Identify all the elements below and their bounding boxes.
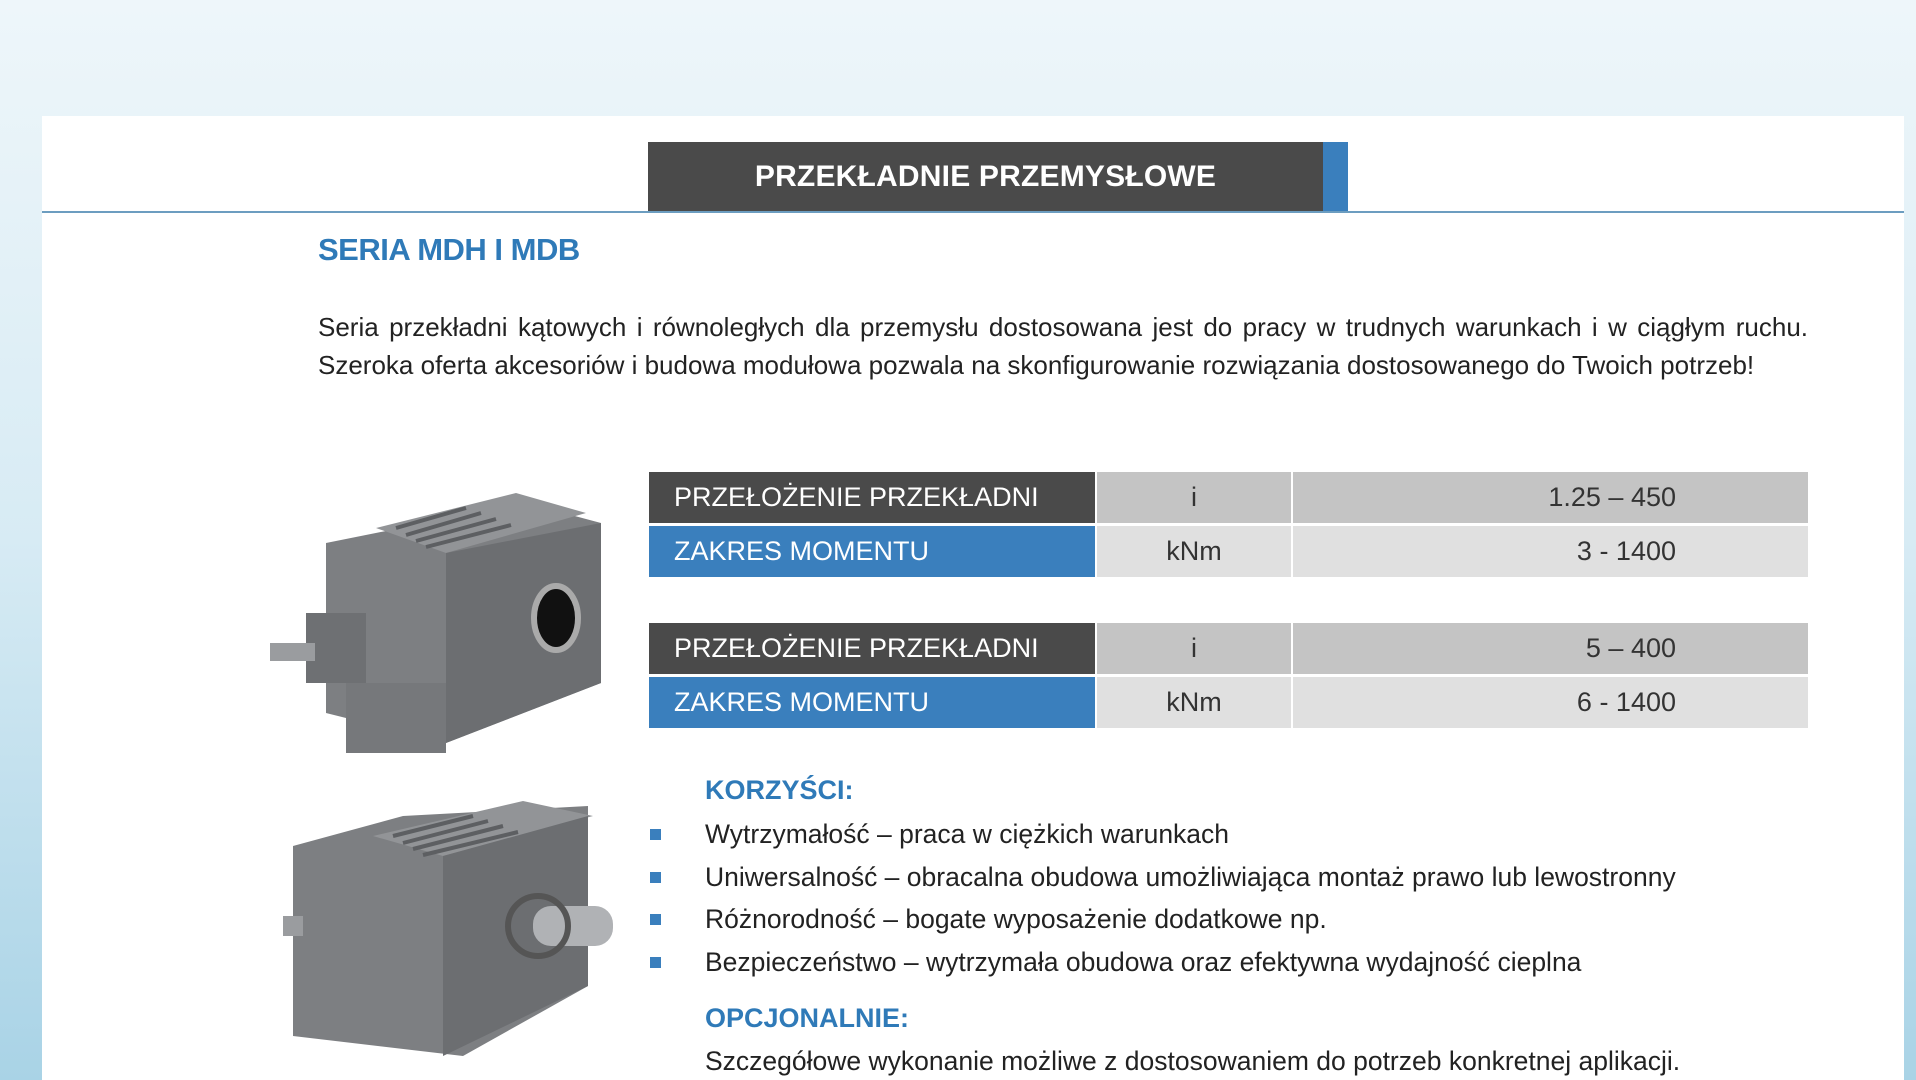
spec-table-1: PRZEŁOŻENIE PRZEKŁADNI i 1.25 – 450 ZAKRES… xyxy=(649,472,1808,580)
gearbox-image-2 xyxy=(283,801,613,1056)
page-header: PRZEKŁADNIE PRZEMYSŁOWE xyxy=(648,142,1323,212)
header-divider xyxy=(42,211,1904,213)
list-item-text: Bezpieczeństwo – wytrzymała obudowa oraz… xyxy=(705,947,1582,977)
row-unit: i xyxy=(1097,623,1291,674)
row-label: PRZEŁOŻENIE PRZEKŁADNI xyxy=(649,472,1095,523)
list-item-text: Uniwersalność – obracalna obudowa umożli… xyxy=(705,862,1676,892)
list-item: Wytrzymałość – praca w ciężkich warunkac… xyxy=(650,819,1229,850)
list-item: Bezpieczeństwo – wytrzymała obudowa oraz… xyxy=(650,947,1581,978)
row-value: 6 - 1400 xyxy=(1293,677,1808,728)
header-accent-strip xyxy=(1323,142,1348,212)
section-description: Seria przekładni kątowych i równoległych… xyxy=(318,312,1808,380)
benefits-heading: KORZYŚCI: xyxy=(705,775,854,805)
table-row: ZAKRES MOMENTU kNm 3 - 1400 xyxy=(649,526,1808,577)
table-row: PRZEŁOŻENIE PRZEKŁADNI i 1.25 – 450 xyxy=(649,472,1808,523)
row-value: 1.25 – 450 xyxy=(1293,472,1808,523)
list-item-text: Wytrzymałość – praca w ciężkich warunkac… xyxy=(705,819,1230,849)
optional-text: Szczegółowe wykonanie możliwe z dostosow… xyxy=(705,1046,1681,1076)
list-item: Różnorodność – bogate wyposażenie dodatk… xyxy=(650,904,1327,935)
bullet-icon xyxy=(650,914,661,925)
row-value: 3 - 1400 xyxy=(1293,526,1808,577)
row-unit: kNm xyxy=(1097,526,1291,577)
optional-heading: OPCJONALNIE: xyxy=(705,1003,910,1033)
row-value: 5 – 400 xyxy=(1293,623,1808,674)
row-label: ZAKRES MOMENTU xyxy=(649,526,1095,577)
table-row: ZAKRES MOMENTU kNm 6 - 1400 xyxy=(649,677,1808,728)
row-unit: kNm xyxy=(1097,677,1291,728)
gearbox-image-1 xyxy=(270,493,601,753)
bullet-icon xyxy=(650,957,661,968)
section-title: SERIA MDH I MDB xyxy=(318,232,580,267)
row-label: ZAKRES MOMENTU xyxy=(649,677,1095,728)
list-item-text: Różnorodność – bogate wyposażenie dodatk… xyxy=(705,904,1327,934)
list-item: Uniwersalność – obracalna obudowa umożli… xyxy=(650,862,1676,893)
spec-table-2: PRZEŁOŻENIE PRZEKŁADNI i 5 – 400 ZAKRES MO… xyxy=(649,623,1808,731)
table-row: PRZEŁOŻENIE PRZEKŁADNI i 5 – 400 xyxy=(649,623,1808,674)
bullet-icon xyxy=(650,872,661,883)
row-unit: i xyxy=(1097,472,1291,523)
row-label: PRZEŁOŻENIE PRZEKŁADNI xyxy=(649,623,1095,674)
bullet-icon xyxy=(650,829,661,840)
